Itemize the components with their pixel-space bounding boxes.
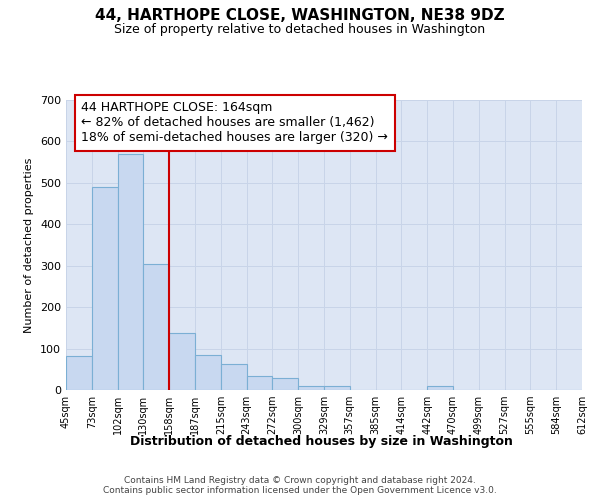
- Bar: [298, 386, 324, 390]
- Text: Size of property relative to detached houses in Washington: Size of property relative to detached ho…: [115, 22, 485, 36]
- Bar: [221, 364, 247, 390]
- Bar: [66, 356, 92, 390]
- Text: 44, HARTHOPE CLOSE, WASHINGTON, NE38 9DZ: 44, HARTHOPE CLOSE, WASHINGTON, NE38 9DZ: [95, 8, 505, 22]
- Bar: [427, 386, 453, 390]
- Bar: [195, 355, 221, 390]
- Bar: [143, 264, 169, 390]
- Bar: [118, 154, 143, 390]
- Bar: [247, 376, 272, 390]
- Bar: [272, 378, 298, 390]
- Text: 44 HARTHOPE CLOSE: 164sqm
← 82% of detached houses are smaller (1,462)
18% of se: 44 HARTHOPE CLOSE: 164sqm ← 82% of detac…: [82, 102, 388, 144]
- Bar: [324, 386, 350, 390]
- Bar: [169, 333, 195, 390]
- Bar: [92, 187, 118, 390]
- Y-axis label: Number of detached properties: Number of detached properties: [25, 158, 34, 332]
- Text: Contains HM Land Registry data © Crown copyright and database right 2024.
Contai: Contains HM Land Registry data © Crown c…: [103, 476, 497, 495]
- Text: Distribution of detached houses by size in Washington: Distribution of detached houses by size …: [130, 435, 512, 448]
